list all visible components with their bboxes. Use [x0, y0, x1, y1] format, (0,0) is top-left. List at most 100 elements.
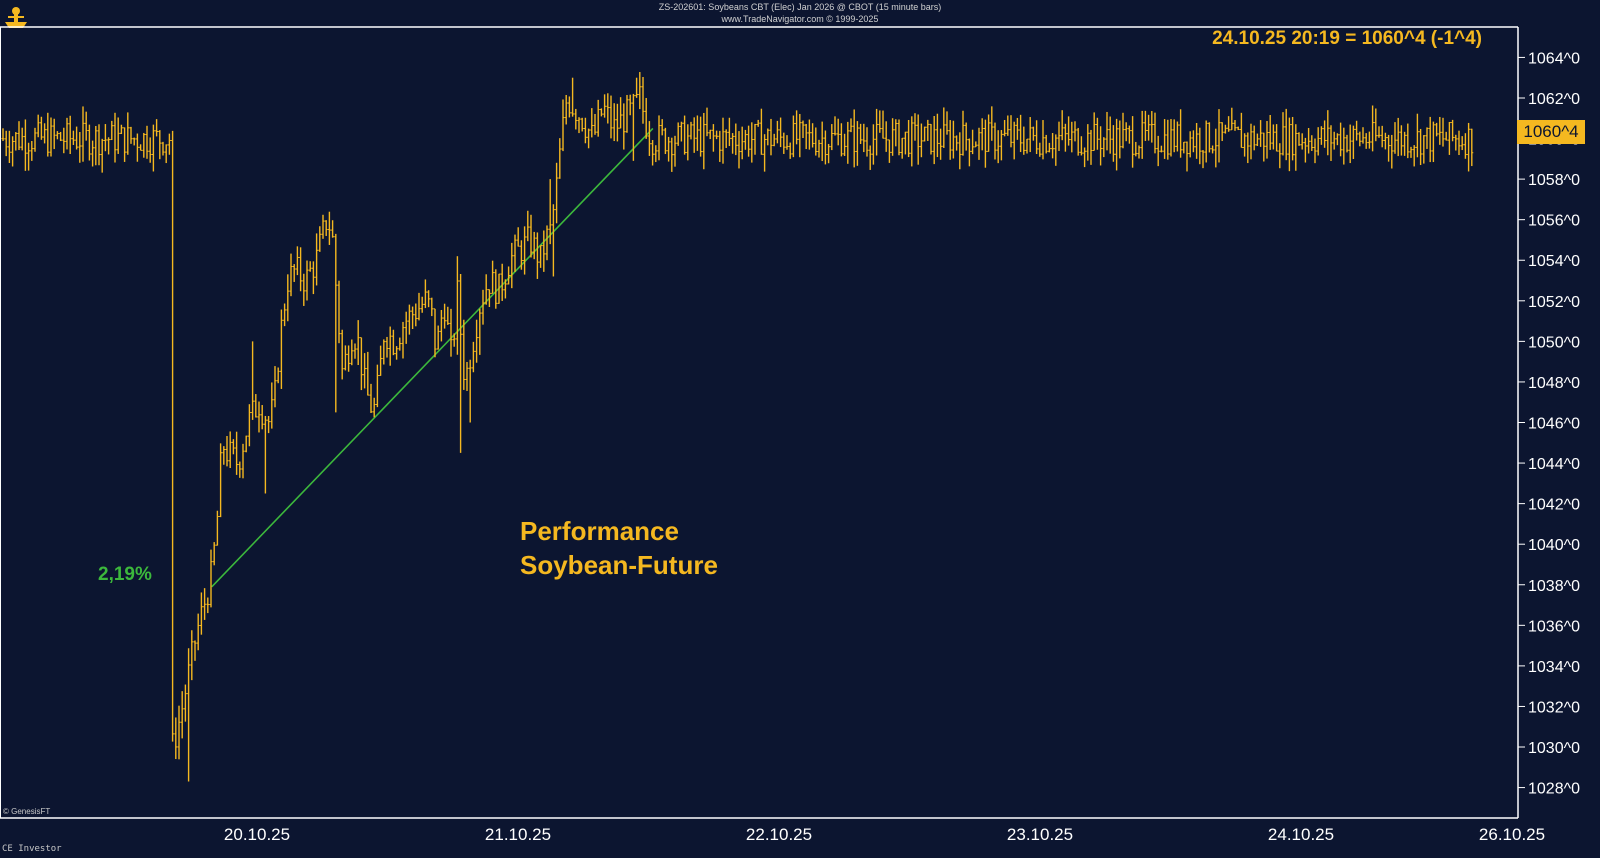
price-bar: [718, 130, 722, 162]
price-bars: [1, 72, 1474, 782]
price-bar: [372, 397, 376, 418]
price-bar: [1435, 122, 1439, 137]
x-tick-label: 20.10.25: [224, 825, 290, 844]
price-bar: [823, 130, 827, 165]
price-bar: [1214, 128, 1218, 168]
x-tick-label: 24.10.25: [1268, 825, 1334, 844]
price-bar: [263, 415, 267, 494]
price-bar: [791, 115, 795, 158]
price-bar: [1102, 137, 1106, 158]
price-bar: [846, 121, 850, 164]
crosshair-readout: 24.10.25 20:19 = 1060^4 (-1^4): [1212, 28, 1482, 49]
price-bar: [1447, 121, 1451, 155]
price-bar: [673, 135, 677, 167]
price-bar: [1323, 120, 1327, 148]
data-credit: © GenesisFT: [3, 807, 51, 816]
price-bar: [257, 401, 261, 433]
price-bar: [923, 126, 927, 142]
price-bar: [459, 273, 463, 453]
price-bar: [1451, 119, 1455, 142]
price-bar: [116, 117, 120, 154]
price-bar: [1015, 117, 1019, 140]
price-bar: [1281, 112, 1285, 156]
price-bar: [545, 225, 549, 261]
price-bar: [1211, 145, 1215, 154]
price-bar: [1115, 118, 1119, 171]
price-bar: [1371, 105, 1375, 152]
price-bar: [55, 131, 59, 140]
price-bar: [593, 113, 597, 135]
price-bar: [30, 140, 34, 161]
price-bar: [702, 112, 706, 170]
price-bar: [881, 110, 885, 139]
x-tick-label: 21.10.25: [485, 825, 551, 844]
y-tick-label: 1046^0: [1528, 416, 1580, 433]
price-bar: [1063, 123, 1067, 152]
price-bar: [20, 127, 24, 151]
price-bar: [1367, 131, 1371, 149]
price-bar: [164, 144, 168, 164]
price-bar: [942, 107, 946, 148]
price-bar: [964, 122, 968, 151]
price-bar: [107, 137, 111, 155]
price-bar: [270, 382, 274, 429]
price-bar: [622, 103, 626, 150]
price-bar: [836, 118, 840, 146]
price-bar: [1111, 125, 1115, 162]
price-bar: [1438, 116, 1442, 145]
price-bar: [1201, 150, 1205, 169]
price-bar: [1047, 142, 1051, 153]
price-bar: [1358, 131, 1362, 147]
price-bar: [907, 119, 911, 158]
price-bar: [663, 127, 667, 155]
price-bar: [1108, 116, 1112, 154]
price-bar: [219, 443, 223, 518]
price-bar: [1086, 124, 1090, 161]
price-bar: [1092, 112, 1096, 151]
price-bar: [827, 143, 831, 164]
price-bar: [1335, 133, 1339, 146]
price-bar: [548, 179, 552, 245]
price-bar: [1060, 110, 1064, 141]
price-bar: [967, 138, 971, 167]
price-bar: [974, 141, 978, 148]
price-bar: [1339, 122, 1343, 157]
price-bar: [17, 121, 21, 151]
price-bar: [1121, 112, 1125, 149]
price-bar: [353, 343, 357, 359]
price-bar: [1428, 116, 1432, 163]
price-bar: [340, 329, 344, 380]
trendline-group: [211, 127, 654, 588]
price-bar: [1227, 116, 1231, 132]
price-bar: [78, 132, 82, 163]
price-bar: [811, 123, 815, 148]
price-bar: [1217, 109, 1221, 163]
price-bar: [1399, 125, 1403, 156]
price-bar: [347, 345, 351, 372]
price-bar: [471, 341, 475, 373]
price-bar: [1406, 123, 1410, 159]
price-bar: [171, 130, 175, 742]
price-bar: [235, 431, 239, 475]
y-tick-label: 1032^0: [1528, 699, 1580, 716]
price-bar: [676, 122, 680, 146]
annotation-line-1: Performance: [520, 516, 679, 546]
price-bar: [273, 366, 277, 408]
price-bar: [875, 108, 879, 156]
price-bar: [196, 613, 200, 651]
price-bar: [1278, 143, 1282, 169]
price-bar: [945, 111, 949, 135]
price-bar: [539, 245, 543, 268]
price-bar: [798, 113, 802, 158]
price-bar: [1425, 127, 1429, 149]
y-tick-label: 1030^0: [1528, 740, 1580, 757]
price-bar: [1246, 132, 1250, 164]
price-bar: [103, 124, 107, 152]
price-bar: [49, 117, 53, 157]
price-bar: [1255, 133, 1259, 146]
price-bar: [1467, 122, 1471, 172]
price-bar: [679, 121, 683, 142]
trendline-percent-label: 2,19%: [98, 564, 152, 585]
price-bar: [91, 140, 95, 167]
price-bar: [244, 435, 248, 453]
